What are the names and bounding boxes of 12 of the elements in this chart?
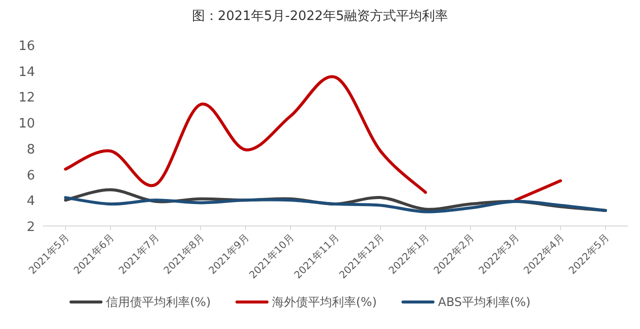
y-tick-label: 10 [18,116,35,132]
y-tick-label: 14 [18,64,35,80]
y-tick-label: 8 [26,142,35,158]
y-tick-label: 16 [18,39,35,54]
legend-label: 信用债平均利率(%) [106,295,211,309]
legend-label: 海外债平均利率(%) [272,295,377,309]
y-tick-label: 2 [26,220,35,235]
y-tick-label: 4 [26,194,35,210]
y-tick-label: 6 [26,168,35,184]
legend-label: ABS平均利率(%) [438,295,531,309]
chart-title: 图：2021年5月-2022年5融资方式平均利率 [192,8,448,24]
y-tick-label: 12 [18,90,35,106]
